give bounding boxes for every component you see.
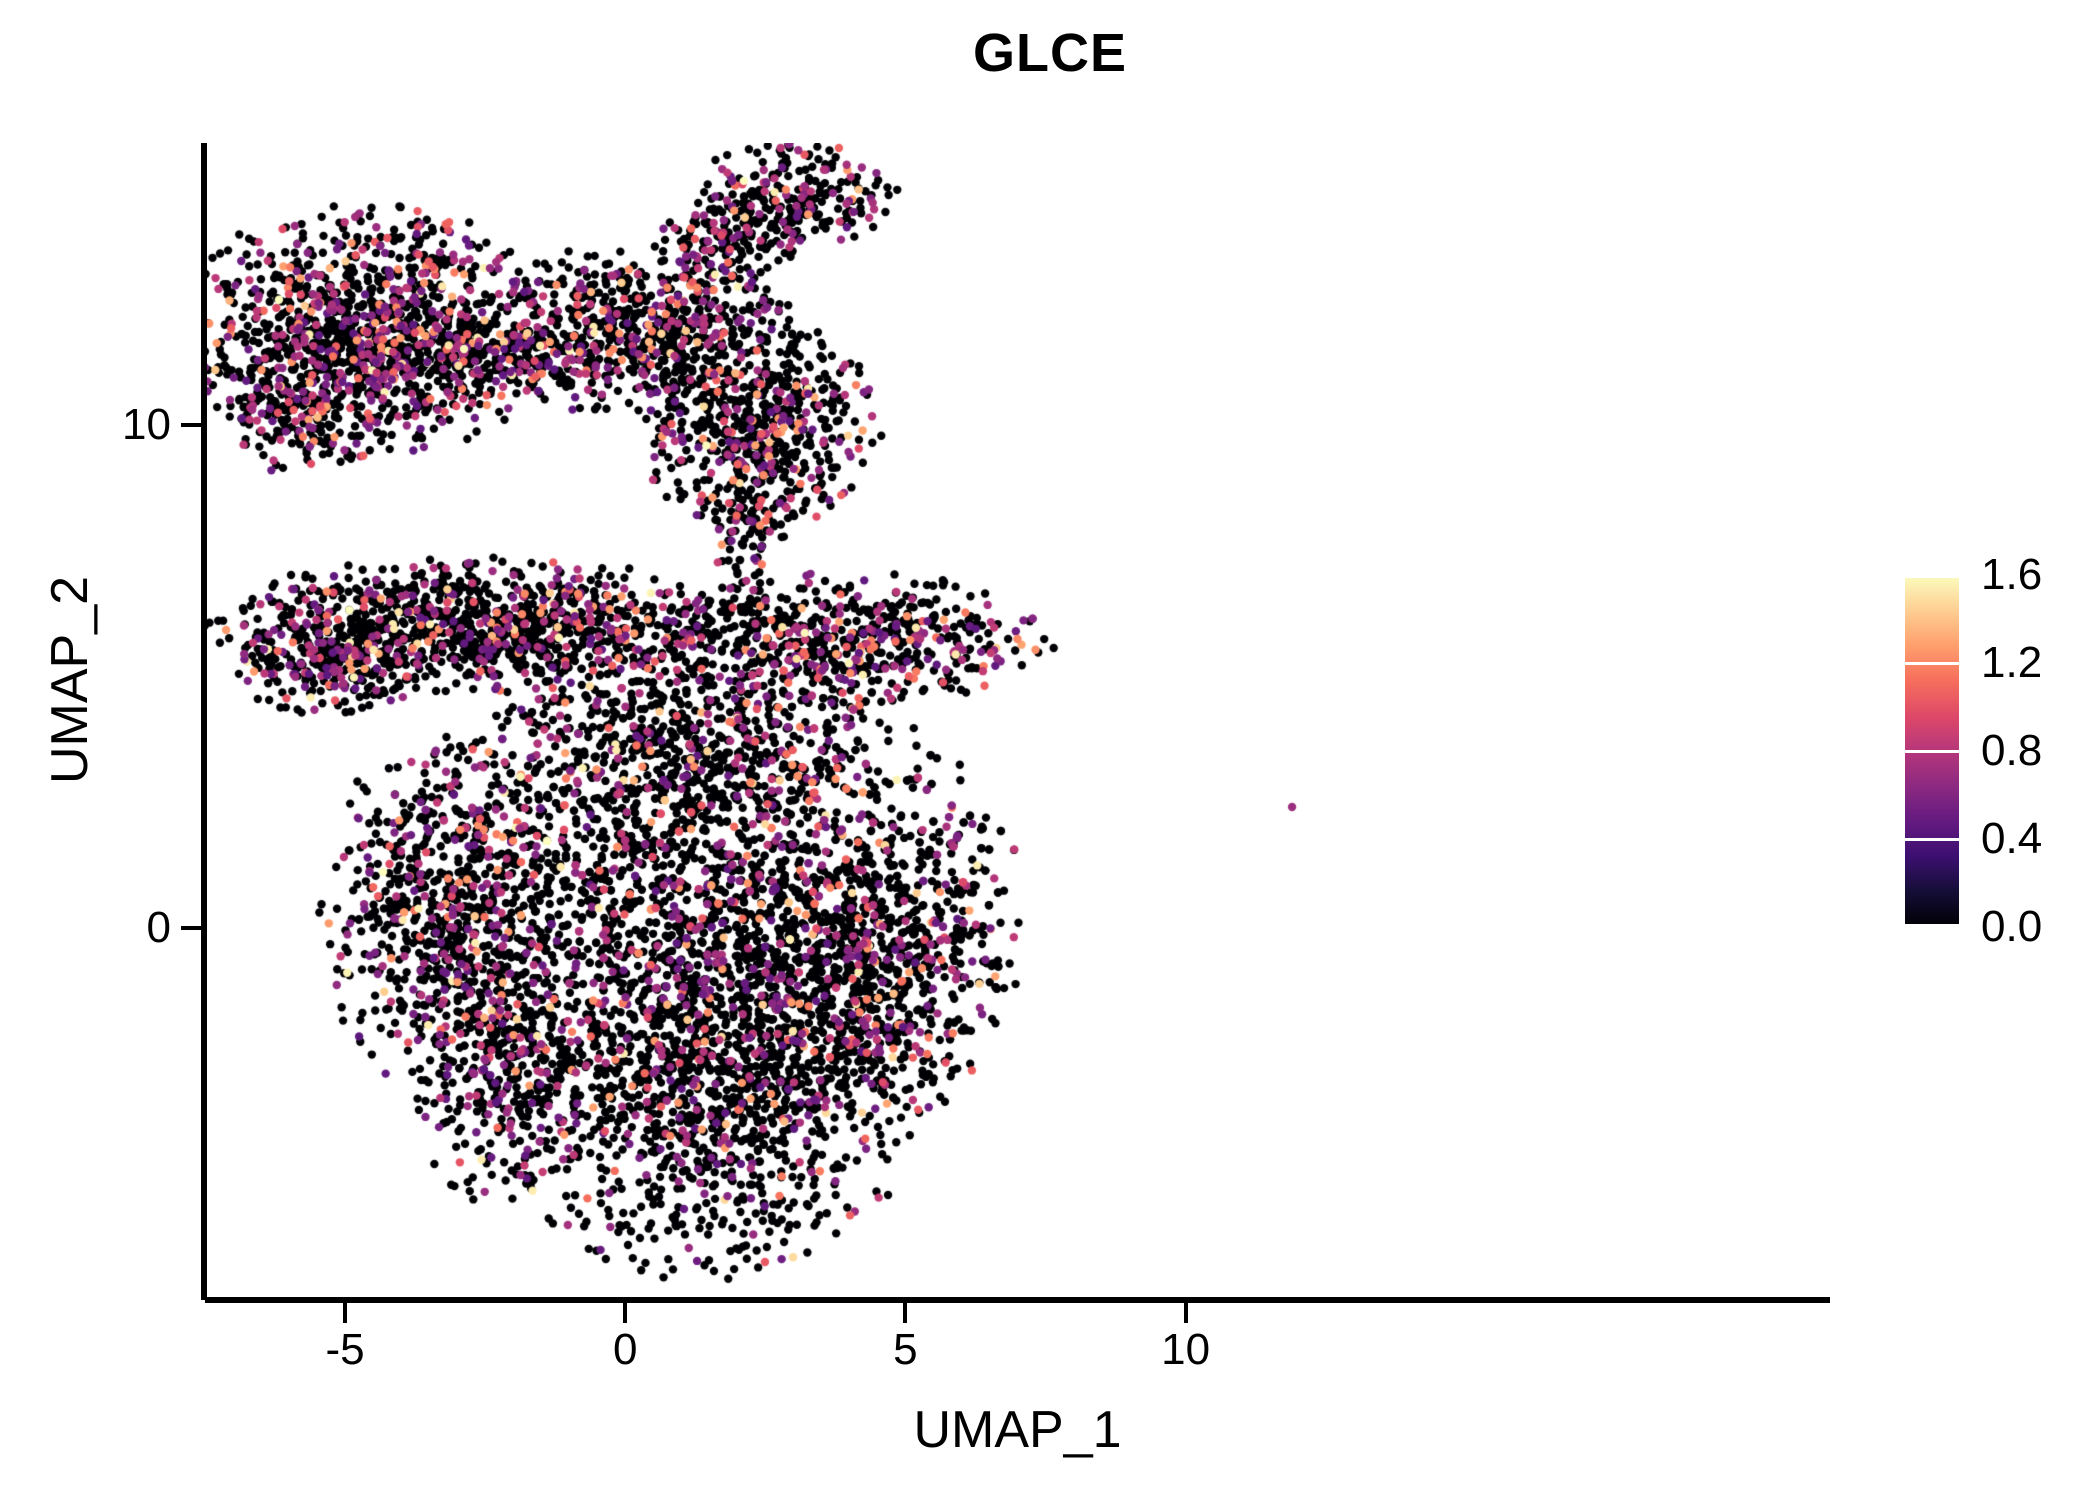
x-tick-mark <box>903 1303 908 1323</box>
colorbar-tick-label: 1.2 <box>1981 638 2043 687</box>
colorbar-tick-mark <box>1905 838 1959 841</box>
colorbar-tick-mark <box>1905 924 1959 927</box>
plot-panel <box>205 143 1830 1300</box>
colorbar-tick-label: 0.0 <box>1981 902 2043 951</box>
x-tick-mark <box>343 1303 348 1323</box>
y-tick-mark <box>181 422 201 427</box>
x-axis-line <box>205 1297 1830 1303</box>
chart-title: GLCE <box>972 23 1127 83</box>
scatter-points-layer <box>205 143 1830 1300</box>
y-tick-label: 0 <box>146 902 171 952</box>
colorbar-tick-label: 0.4 <box>1981 814 2043 863</box>
colorbar-tick-label: 1.6 <box>1981 550 2043 599</box>
y-axis-line <box>201 143 207 1300</box>
x-axis-label: UMAP_1 <box>913 1401 1122 1459</box>
x-tick-label: 10 <box>1161 1325 1211 1374</box>
colorbar-tick-mark <box>1905 575 1959 578</box>
x-tick-label: 0 <box>613 1325 638 1374</box>
y-tick-mark <box>181 925 201 930</box>
x-tick-mark <box>1183 1303 1188 1323</box>
x-tick-label: 5 <box>893 1325 918 1374</box>
x-tick-label: -5 <box>325 1325 365 1374</box>
x-tick-mark <box>623 1303 628 1323</box>
colorbar-tick-label: 0.8 <box>1981 726 2043 775</box>
colorbar-tick-mark <box>1905 662 1959 665</box>
y-tick-label: 10 <box>122 399 171 449</box>
y-axis-label: UMAP_2 <box>41 575 99 785</box>
colorbar-tick-mark <box>1905 750 1959 753</box>
colorbar-legend: 1.6 1.2 0.8 0.4 0.0 <box>1905 550 2095 951</box>
